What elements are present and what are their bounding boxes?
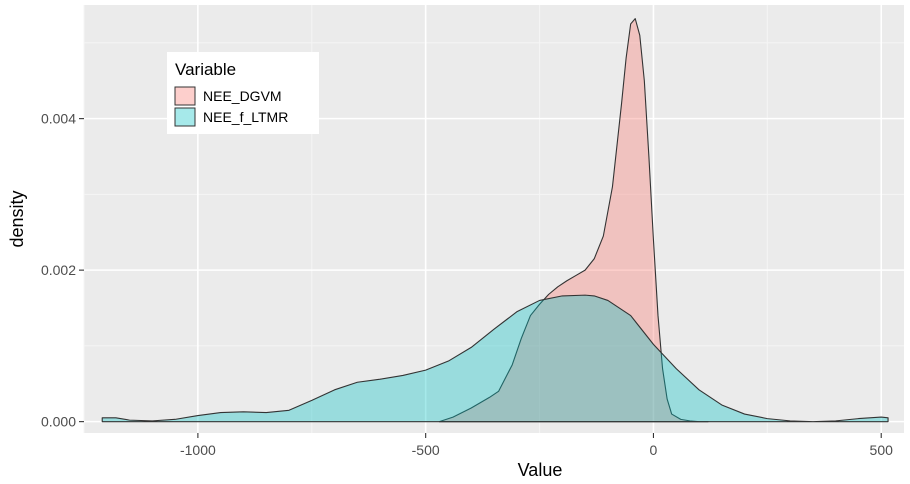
minor-gridlines [83,5,904,433]
legend-label-nee-dgvm: NEE_DGVM [203,88,282,104]
density-area-nee-dgvm [438,18,709,423]
y-axis-title: density [7,190,27,247]
density-area-nee-f-ltmr [101,294,889,423]
legend-title: Variable [175,60,236,79]
legend-key-nee-dgvm [174,86,196,106]
y-tick-label: 0.002 [41,262,76,278]
legend-label-nee-f-ltmr: NEE_f_LTMR [203,109,288,125]
y-tick-label: 0.004 [41,111,76,127]
x-axis: -1000 -500 0 500 [180,433,893,458]
x-axis-title: Value [518,460,563,480]
legend-background [167,52,319,134]
x-tick-label: -1000 [180,442,216,458]
y-axis: 0.000 0.002 0.004 [41,111,84,430]
legend: Variable NEE_DGVM NEE_f_LTMR [167,52,319,134]
x-tick-label: 500 [870,442,894,458]
x-tick-label: -500 [412,442,440,458]
y-tick-label: 0.000 [41,414,76,430]
x-tick-label: 0 [650,442,658,458]
legend-key-nee-f-ltmr [174,107,196,127]
density-areas [101,18,889,423]
